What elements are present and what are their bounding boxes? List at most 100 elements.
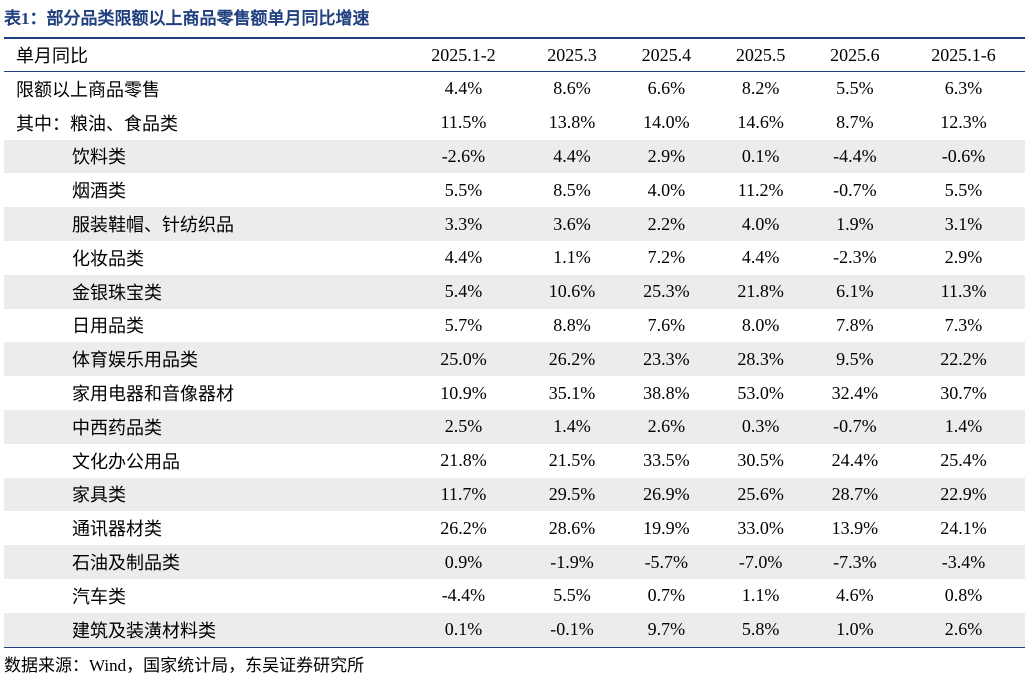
- table-row: 烟酒类 5.5% 8.5% 4.0% 11.2% -0.7% 5.5%: [4, 173, 1025, 207]
- table-row: 汽车类 -4.4% 5.5% 0.7% 1.1% 4.6% 0.8%: [4, 579, 1025, 613]
- value-cell: 11.2%: [737, 179, 784, 200]
- value-cell: -0.7%: [807, 409, 903, 444]
- value-cell: 8.7%: [836, 112, 874, 133]
- table-row: 其中：粮油、食品类 11.5% 13.8% 14.0% 14.6% 8.7% 12.3%: [4, 106, 1025, 140]
- value-cell: 1.4%: [524, 409, 620, 444]
- header-cell: 2025.3: [524, 38, 620, 72]
- source-note: 数据来源：Wind，国家统计局，东吴证券研究所: [4, 656, 365, 675]
- value-cell: 21.8%: [440, 450, 487, 471]
- value-cell: 4.6%: [836, 585, 874, 606]
- row-label: 限额以上商品零售: [16, 79, 160, 100]
- value-cell: 8.8%: [553, 314, 591, 335]
- value-cell: 4.4%: [741, 247, 780, 268]
- value-cell: 11.5%: [440, 112, 487, 133]
- value-cell: 33.0%: [737, 517, 784, 538]
- value-cell: 6.1%: [807, 274, 903, 309]
- value-cell: 9.5%: [807, 342, 903, 377]
- value-cell: 22.9%: [902, 477, 1025, 512]
- value-cell: 13.9%: [831, 517, 879, 538]
- value-cell: -0.6%: [902, 139, 1025, 174]
- value-cell: 8.6%: [553, 78, 591, 99]
- value-cell: 6.6%: [647, 78, 686, 99]
- header-cell: 2025.6: [807, 38, 903, 72]
- table-row: 日用品类 5.7% 8.8% 7.6% 8.0% 7.8% 7.3%: [4, 309, 1025, 343]
- value-cell: 11.7%: [402, 477, 525, 512]
- value-cell: 30.7%: [940, 382, 987, 403]
- table-row: 家具类 11.7% 29.5% 26.9% 25.6% 28.7% 22.9%: [4, 477, 1025, 512]
- value-cell: 19.9%: [643, 517, 690, 538]
- value-cell: 9.7%: [619, 612, 714, 648]
- value-cell: 26.9%: [619, 477, 714, 512]
- data-table: 单月同比 2025.1-2 2025.3 2025.4 2025.5 2025.6 2025…: [4, 37, 1025, 648]
- value-cell: 3.6%: [524, 207, 620, 241]
- value-cell: 14.6%: [737, 112, 784, 133]
- row-label: 建筑及装潢材料类: [4, 612, 402, 648]
- value-cell: 25.4%: [940, 450, 987, 471]
- value-cell: 2.5%: [402, 409, 525, 444]
- value-cell: 22.2%: [902, 342, 1025, 377]
- value-cell: 2.9%: [944, 247, 983, 268]
- value-cell: 29.5%: [524, 477, 620, 512]
- value-cell: 14.0%: [643, 112, 690, 133]
- value-cell: 5.5%: [944, 179, 983, 200]
- value-cell: -4.4%: [807, 139, 903, 174]
- value-cell: -2.6%: [402, 139, 525, 174]
- table-row: 家用电器和音像器材 10.9% 35.1% 38.8% 53.0% 32.4% 30.7%: [4, 376, 1025, 410]
- header-cell: 单月同比: [4, 38, 402, 72]
- value-cell: -3.4%: [902, 545, 1025, 579]
- row-label: 化妆品类: [72, 248, 144, 269]
- value-cell: 7.3%: [944, 314, 983, 335]
- table-row: 饮料类 -2.6% 4.4% 2.9% 0.1% -4.4% -0.6%: [4, 139, 1025, 174]
- value-cell: 10.9%: [440, 382, 487, 403]
- value-cell: 24.1%: [940, 517, 987, 538]
- table-row: 文化办公用品 21.8% 21.5% 33.5% 30.5% 24.4% 25.4%: [4, 444, 1025, 478]
- value-cell: 2.6%: [619, 409, 714, 444]
- value-cell: 25.3%: [619, 274, 714, 309]
- row-label: 通讯器材类: [72, 519, 162, 540]
- value-cell: 4.0%: [647, 179, 686, 200]
- value-cell: 1.4%: [902, 409, 1025, 444]
- header-row: 单月同比 2025.1-2 2025.3 2025.4 2025.5 2025.6 2025…: [4, 38, 1025, 72]
- row-label: 中西药品类: [4, 409, 402, 444]
- value-cell: 1.0%: [807, 612, 903, 648]
- value-cell: 1.1%: [553, 247, 591, 268]
- value-cell: 25.6%: [713, 477, 808, 512]
- table-row: 金银珠宝类 5.4% 10.6% 25.3% 21.8% 6.1% 11.3%: [4, 274, 1025, 309]
- value-cell: -7.0%: [713, 545, 808, 579]
- value-cell: 4.4%: [444, 78, 483, 99]
- row-label: 家用电器和音像器材: [72, 384, 234, 405]
- value-cell: 1.9%: [807, 207, 903, 241]
- header-cell: 2025.1-6: [902, 38, 1025, 72]
- value-cell: -4.4%: [441, 585, 486, 606]
- table-row: 化妆品类 4.4% 1.1% 7.2% 4.4% -2.3% 2.9%: [4, 241, 1025, 275]
- value-cell: 4.4%: [444, 247, 483, 268]
- value-cell: 0.3%: [713, 409, 808, 444]
- value-cell: 5.7%: [444, 314, 483, 335]
- table-title: 表1：部分品类限额以上商品零售额单月同比增速: [4, 9, 370, 28]
- value-cell: 28.3%: [713, 342, 808, 377]
- value-cell: 33.5%: [643, 450, 690, 471]
- table-row: 通讯器材类 26.2% 28.6% 19.9% 33.0% 13.9% 24.1%: [4, 511, 1025, 545]
- header-cell: 2025.1-2: [402, 38, 525, 72]
- value-cell: 25.0%: [402, 342, 525, 377]
- value-cell: 5.5%: [553, 585, 591, 606]
- value-cell: 32.4%: [831, 382, 879, 403]
- header-cell: 2025.4: [619, 38, 714, 72]
- table-row: 体育娱乐用品类 25.0% 26.2% 23.3% 28.3% 9.5% 22.2%: [4, 342, 1025, 377]
- value-cell: 21.8%: [713, 274, 808, 309]
- value-cell: -0.1%: [524, 612, 620, 648]
- value-cell: 5.4%: [402, 274, 525, 309]
- value-cell: 7.2%: [647, 247, 686, 268]
- value-cell: 0.9%: [402, 545, 525, 579]
- row-label: 文化办公用品: [72, 451, 180, 472]
- value-cell: 4.0%: [713, 207, 808, 241]
- value-cell: 28.6%: [548, 517, 596, 538]
- row-label: 日用品类: [72, 316, 144, 337]
- value-cell: 10.6%: [524, 274, 620, 309]
- table-row: 石油及制品类 0.9% -1.9% -5.7% -7.0% -7.3% -3.4%: [4, 545, 1025, 579]
- value-cell: 13.8%: [548, 112, 596, 133]
- value-cell: 21.5%: [548, 450, 596, 471]
- value-cell: 8.2%: [741, 78, 780, 99]
- value-cell: 26.2%: [524, 342, 620, 377]
- value-cell: 12.3%: [940, 112, 987, 133]
